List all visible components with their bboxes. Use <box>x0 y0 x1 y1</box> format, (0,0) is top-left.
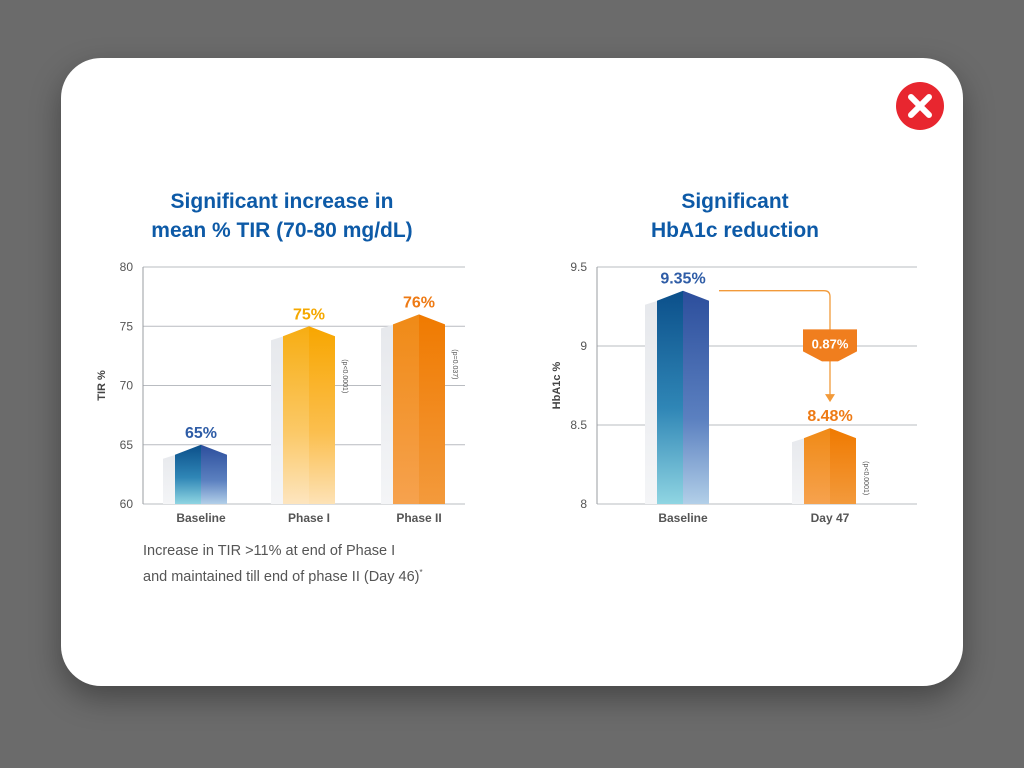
caption-line1: Increase in TIR >11% at end of Phase I <box>143 543 396 559</box>
tir-chart-title: Significant increase in mean % TIR (70-8… <box>132 187 432 245</box>
tir-category-label: Phase II <box>396 511 441 525</box>
tir-bar-left <box>283 326 309 504</box>
close-button[interactable] <box>896 82 944 130</box>
tir-title-line1: Significant increase in <box>170 190 394 213</box>
hba1c-bar-left <box>804 428 830 504</box>
hba1c-change-label: 0.87% <box>812 336 849 351</box>
tir-value-label: 65% <box>185 425 217 442</box>
tir-value-label: 75% <box>293 306 325 323</box>
tir-y-tick-label: 60 <box>120 497 134 511</box>
hba1c-p-value-annotation: (p<0.0001) <box>862 461 869 495</box>
hba1c-category-label: Day 47 <box>811 511 850 525</box>
tir-title-line2: mean % TIR (70-80 mg/dL) <box>151 219 413 242</box>
hba1c-y-axis-label: HbA1c % <box>551 361 563 409</box>
tir-bar-right <box>309 326 335 504</box>
tir-y-tick-label: 80 <box>120 260 134 274</box>
tir-bar-left <box>393 314 419 504</box>
hba1c-change-badge <box>803 329 857 362</box>
hba1c-y-tick-label: 8.5 <box>570 418 587 432</box>
hba1c-y-tick-label: 8 <box>580 497 587 511</box>
tir-value-label: 76% <box>403 294 435 311</box>
tir-bar-right <box>419 314 445 504</box>
tir-category-label: Phase I <box>288 511 330 525</box>
hba1c-value-label: 8.48% <box>807 408 852 425</box>
hba1c-bar-right <box>683 290 709 504</box>
tir-p-value-annotation: (p=0.037) <box>451 349 458 379</box>
tir-chart: 60 65 70 75 80 TIR % 65% Baseline 75% Phase I (p<0… <box>96 260 465 525</box>
hba1c-change-connector <box>719 290 831 397</box>
tir-bar-left <box>175 444 201 504</box>
hba1c-y-tick-label: 9 <box>580 339 587 353</box>
close-icon <box>896 82 944 130</box>
tir-y-tick-label: 70 <box>120 379 134 393</box>
hba1c-bar-right <box>830 428 856 504</box>
hba1c-value-label: 9.35% <box>660 271 705 288</box>
tir-caption: Increase in TIR >11% at end of Phase I a… <box>143 541 423 588</box>
hba1c-category-label: Baseline <box>658 511 708 525</box>
tir-category-label: Baseline <box>176 511 226 525</box>
hba1c-chart: 8 8.5 9 9.5 HbA1c % 9.35% Baseline 8.48% Day 47 (… <box>551 260 917 525</box>
hba1c-title-line1: Significant <box>681 190 789 213</box>
tir-bar-right <box>201 444 227 504</box>
caption-line2: and maintained till end of phase II (Day… <box>143 562 423 588</box>
hba1c-bar-left <box>657 290 683 504</box>
tir-y-axis-label: TIR % <box>96 370 108 401</box>
caption-footnote-mark: * <box>419 568 423 577</box>
hba1c-chart-title: Significant HbA1c reduction <box>600 187 870 245</box>
caption-line2-text: and maintained till end of phase II (Day… <box>143 568 420 585</box>
tir-p-value-annotation: (p<0.0001) <box>341 359 348 393</box>
tir-y-tick-label: 75 <box>120 319 134 333</box>
chart-modal <box>61 58 963 686</box>
hba1c-y-tick-label: 9.5 <box>570 260 587 274</box>
hba1c-change-arrowhead <box>825 394 835 403</box>
tir-y-tick-label: 65 <box>120 438 134 452</box>
hba1c-title-line2: HbA1c reduction <box>650 219 820 242</box>
